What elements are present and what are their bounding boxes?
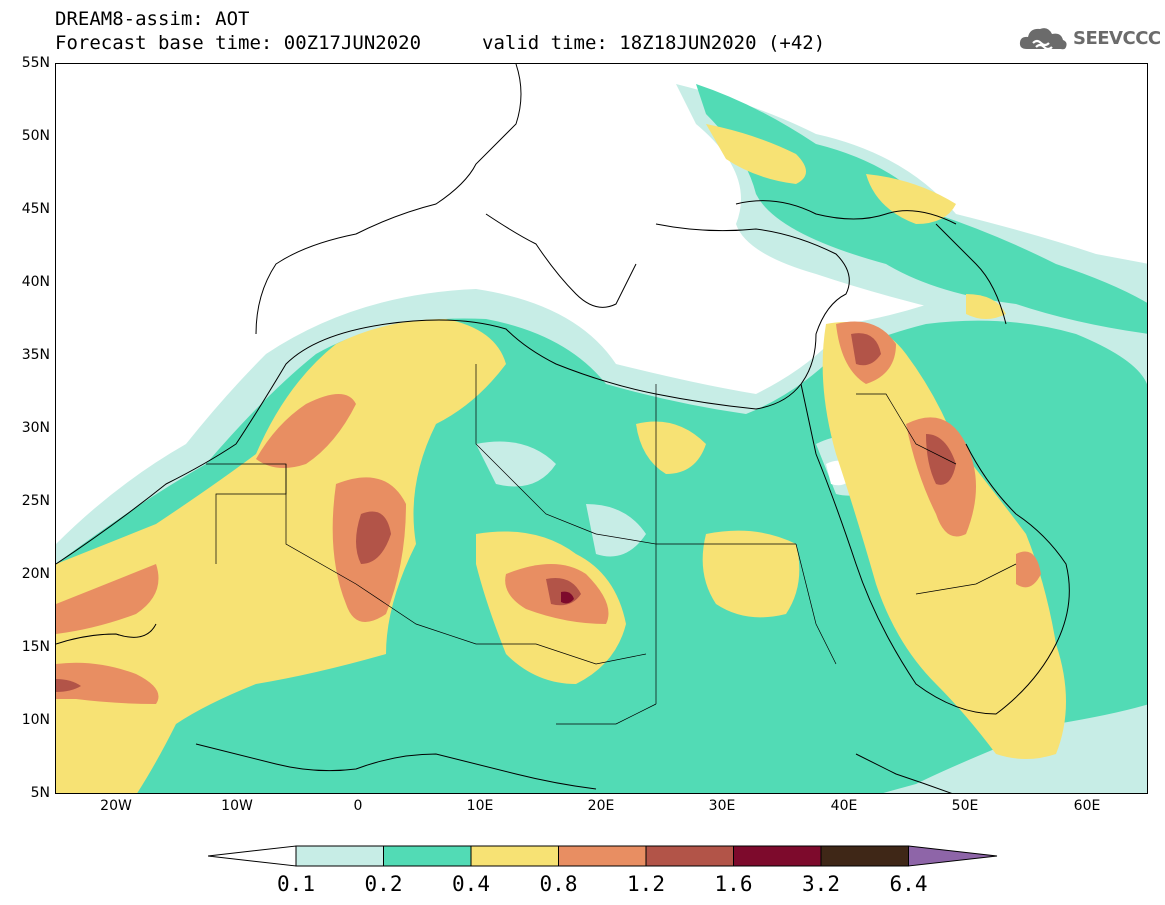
map-title: DREAM8-assim: AOT — [55, 8, 250, 30]
country-borders — [206, 364, 1017, 725]
lon-label-10w: 10W — [221, 798, 253, 814]
lon-label-20w: 20W — [100, 798, 132, 814]
coastlines — [56, 64, 1070, 793]
colorbar-label: 3.2 — [802, 872, 840, 896]
colorbar-bin-0.1-0.2 — [295, 845, 384, 867]
colorbar-label: 0.1 — [277, 872, 315, 896]
colorbar-bin-3.2-6.4 — [820, 845, 909, 867]
aot-map — [55, 63, 1148, 794]
lon-label-30e: 30E — [708, 798, 736, 814]
lon-label-20e: 20E — [587, 798, 615, 814]
lat-label-55n: 55N — [21, 55, 50, 71]
colorbar-label: 6.4 — [889, 872, 928, 896]
lon-label-0: 0 — [353, 798, 363, 814]
lat-label-5n: 5N — [30, 785, 50, 801]
lat-label-35n: 35N — [21, 347, 50, 363]
lat-label-15n: 15N — [21, 639, 50, 655]
lat-label-40n: 40N — [21, 274, 50, 290]
colorbar-bin-1.2-1.6 — [645, 845, 734, 867]
lat-label-25n: 25N — [21, 493, 50, 509]
colorbar-bin-1.6-3.2 — [733, 845, 822, 867]
valid-time: valid time: 18Z18JUN2020 (+42) — [482, 32, 826, 54]
cloud-logo-icon — [1019, 28, 1067, 51]
lon-label-50e: 50E — [951, 798, 979, 814]
colorbar-bin-0.4-0.8 — [470, 845, 559, 867]
lon-label-60e: 60E — [1073, 798, 1101, 814]
logo-text: SEEVCCC — [1073, 27, 1161, 49]
aot-contours — [56, 84, 1147, 793]
colorbar-bin-0.8-1.2 — [558, 845, 647, 867]
forecast-base-time: Forecast base time: 00Z17JUN2020 — [55, 32, 422, 54]
aot-map-canvas — [56, 64, 1147, 793]
lat-label-45n: 45N — [21, 201, 50, 217]
lat-label-10n: 10N — [21, 712, 50, 728]
aot-colorbar — [208, 845, 998, 867]
colorbar-min-arrow — [208, 845, 297, 867]
seevccc-logo: SEEVCCC — [1017, 22, 1161, 54]
colorbar-label: 0.4 — [452, 872, 490, 896]
lon-label-10e: 10E — [466, 798, 494, 814]
lat-label-50n: 50N — [21, 128, 50, 144]
lon-label-40e: 40E — [830, 798, 858, 814]
colorbar-label: 0.2 — [364, 872, 403, 896]
lat-label-30n: 30N — [21, 420, 50, 436]
colorbar-label: 1.6 — [714, 872, 753, 896]
colorbar-max-arrow — [908, 845, 998, 867]
colorbar-bin-0.2-0.4 — [383, 845, 472, 867]
colorbar-label: 0.8 — [539, 872, 578, 896]
lat-label-20n: 20N — [21, 566, 50, 582]
colorbar-label: 1.2 — [627, 872, 665, 896]
